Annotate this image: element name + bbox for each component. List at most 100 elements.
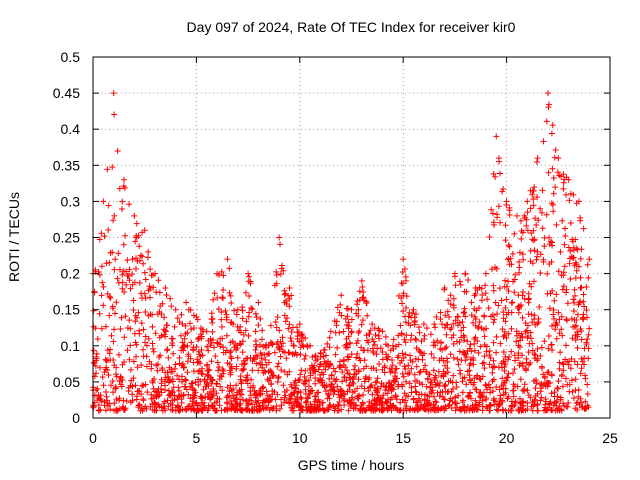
data-point (199, 371, 206, 378)
data-point (455, 361, 462, 368)
data-point (562, 356, 569, 363)
data-point (220, 349, 227, 356)
data-point (574, 246, 581, 253)
data-point (504, 374, 511, 381)
data-point (434, 337, 441, 344)
data-point (402, 339, 409, 346)
y-tick-label: 0.2 (61, 266, 81, 282)
data-point (515, 303, 522, 310)
data-point (118, 383, 125, 390)
data-point (274, 314, 281, 321)
data-point (223, 316, 230, 323)
data-point (152, 400, 159, 407)
data-point (317, 350, 324, 357)
data-point (534, 401, 541, 408)
data-point (165, 379, 172, 386)
data-point (148, 391, 155, 398)
data-point (426, 371, 433, 378)
data-point (334, 383, 341, 390)
data-point (570, 395, 577, 402)
x-tick-label: 5 (193, 430, 201, 446)
data-point (499, 406, 506, 413)
data-point (107, 295, 114, 302)
y-tick-label: 0.3 (61, 193, 81, 209)
data-point (178, 362, 185, 369)
data-point (339, 393, 346, 400)
data-point (226, 394, 233, 401)
data-point (481, 365, 488, 372)
data-point (209, 328, 216, 335)
data-point (381, 369, 388, 376)
data-point (478, 297, 485, 304)
data-point (190, 325, 197, 332)
data-point (440, 404, 447, 411)
data-point (476, 284, 483, 291)
data-point (365, 387, 372, 394)
data-point (142, 333, 149, 340)
data-point (317, 378, 324, 385)
data-point (408, 365, 415, 372)
data-point (561, 241, 568, 248)
data-point (218, 323, 225, 330)
data-point (157, 352, 164, 359)
data-point (504, 374, 511, 381)
data-point (285, 325, 292, 332)
data-point (111, 326, 118, 333)
data-point (553, 221, 560, 228)
data-point (505, 330, 512, 337)
data-point (182, 330, 189, 337)
data-point (90, 307, 97, 314)
data-point (475, 349, 482, 356)
data-point (524, 227, 531, 234)
data-point (413, 336, 420, 343)
data-point (158, 380, 165, 387)
data-point (413, 399, 420, 406)
data-point (312, 375, 319, 382)
x-tick-label: 25 (602, 430, 618, 446)
data-point (301, 373, 308, 380)
data-point (395, 381, 402, 388)
data-point (505, 356, 512, 363)
data-point (143, 363, 150, 370)
data-point (175, 384, 182, 391)
data-point (522, 366, 529, 373)
data-point (444, 321, 451, 328)
data-point (108, 332, 115, 339)
data-point (147, 403, 154, 410)
data-point (277, 241, 284, 248)
data-point (102, 407, 109, 414)
data-point (276, 346, 283, 353)
data-point (350, 405, 357, 412)
data-point (132, 238, 139, 245)
data-point (519, 292, 526, 299)
data-point (104, 290, 111, 297)
data-point (269, 405, 276, 412)
data-point (343, 367, 350, 374)
data-point (545, 332, 552, 339)
data-point (534, 357, 541, 364)
data-point (498, 364, 505, 371)
data-point (119, 285, 126, 292)
data-point (98, 263, 105, 270)
data-point (505, 242, 512, 249)
data-point (464, 347, 471, 354)
data-point (205, 347, 212, 354)
data-point (515, 342, 522, 349)
data-point (198, 346, 205, 353)
data-point (399, 300, 405, 307)
data-point (585, 274, 592, 281)
data-point (469, 406, 476, 413)
data-point (182, 377, 189, 384)
data-point (567, 248, 574, 255)
data-point (338, 388, 345, 395)
data-point (361, 385, 368, 392)
data-point (263, 361, 270, 368)
data-point (538, 394, 545, 401)
data-point (454, 356, 461, 363)
data-point (558, 313, 565, 320)
data-point (393, 343, 400, 350)
data-point (282, 318, 289, 325)
data-point (521, 386, 528, 393)
data-point (346, 399, 353, 406)
data-point (193, 344, 200, 351)
